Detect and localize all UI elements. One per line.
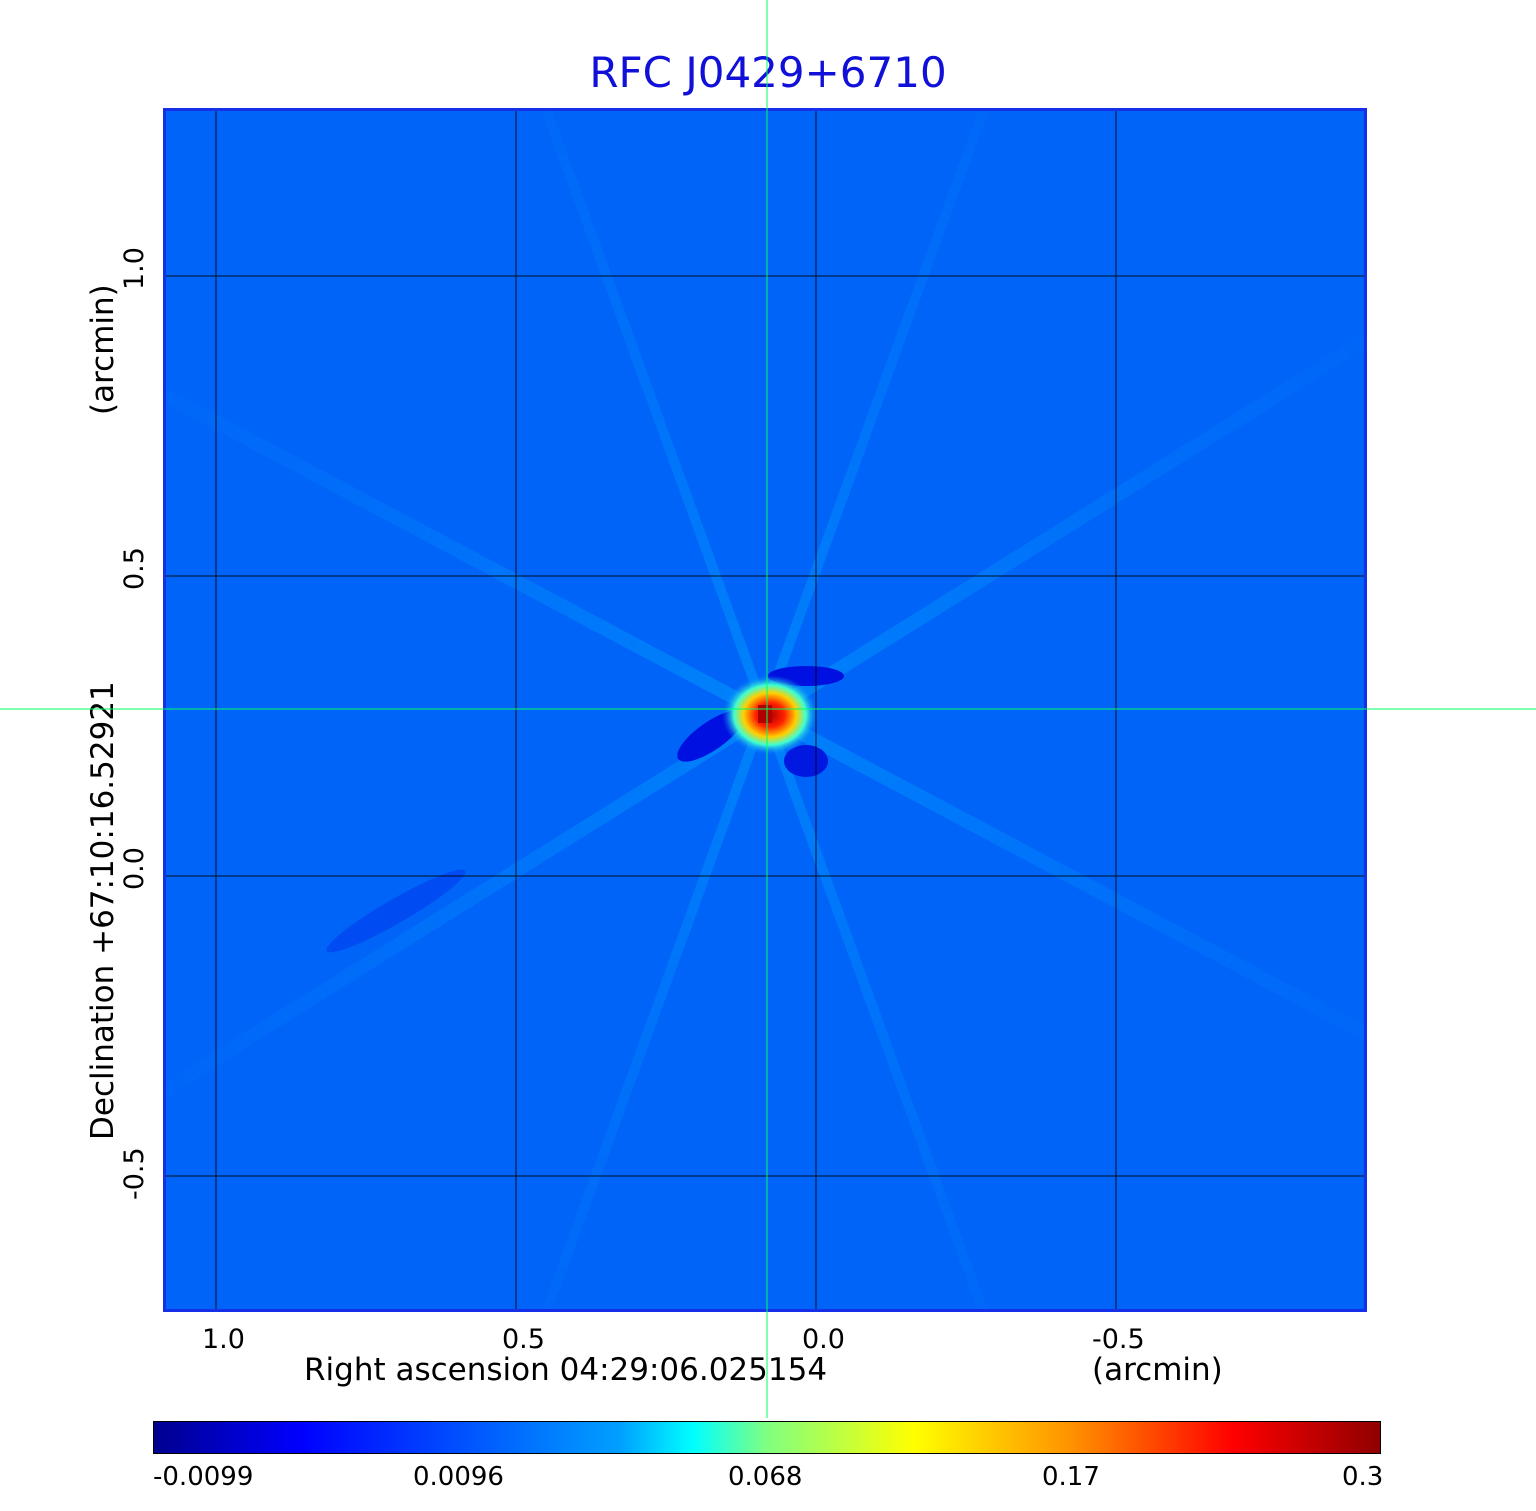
x-tick-label: 0.0 <box>802 1324 845 1355</box>
y-tick-label: -0.5 <box>119 1147 150 1200</box>
colorbar-tick-label: -0.0099 <box>153 1462 254 1492</box>
peak-pixel <box>758 705 772 723</box>
y-tick-label: 1.0 <box>119 247 150 290</box>
y-tick-label: 0.5 <box>119 547 150 590</box>
coordinate-grid <box>166 111 1364 1309</box>
colorbar-tick-label: 0.3 <box>1342 1462 1384 1492</box>
y-axis-unit: (arcmin) <box>85 284 121 415</box>
x-tick-label: 0.5 <box>502 1324 545 1355</box>
x-axis-title: Right ascension 04:29:06.025154 <box>304 1352 828 1388</box>
y-tick-label: 0.0 <box>119 847 150 890</box>
negative-lobes <box>326 666 844 953</box>
x-tick-label: -0.5 <box>1092 1324 1145 1355</box>
colorbar <box>153 1421 1381 1454</box>
image-title: RFC J0429+6710 <box>589 48 947 97</box>
colorbar-tick-label: 0.17 <box>1042 1462 1100 1492</box>
colorbar-tick-label: 0.0096 <box>413 1462 504 1492</box>
x-tick-label: 1.0 <box>202 1324 245 1355</box>
colorbar-tick-label: 0.068 <box>728 1462 803 1492</box>
image-plot-area[interactable] <box>163 108 1367 1312</box>
radio-source-image <box>166 111 1364 1309</box>
y-axis-title: Declination +67:10:16.52921 <box>85 681 121 1140</box>
x-axis-unit: (arcmin) <box>1092 1352 1223 1388</box>
